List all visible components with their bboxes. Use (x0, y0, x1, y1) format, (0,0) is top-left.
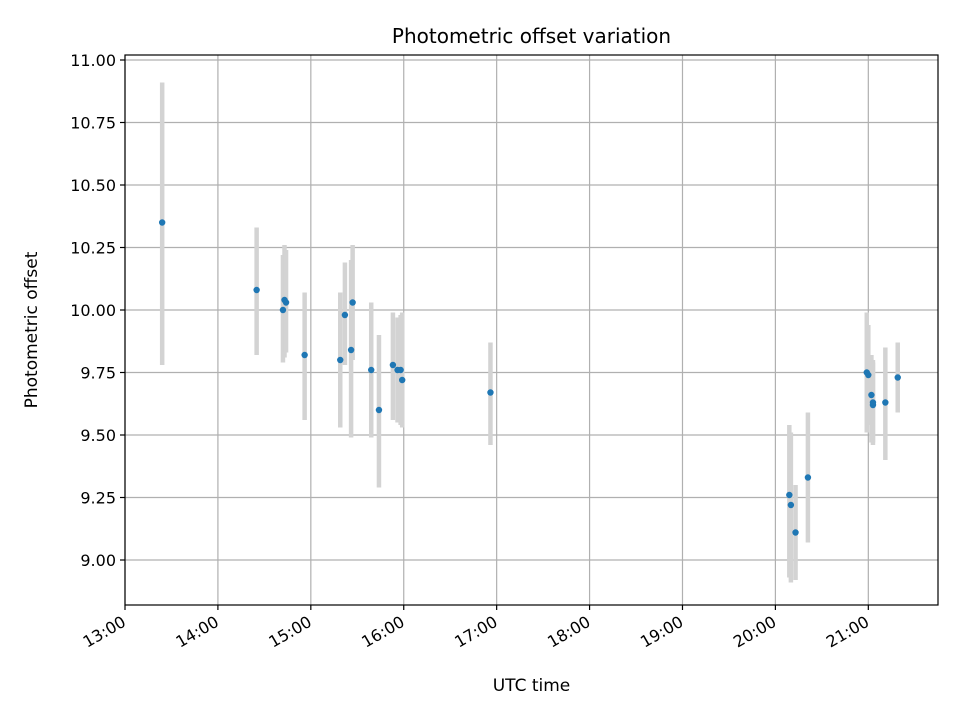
data-point (882, 399, 889, 406)
data-point (869, 399, 877, 406)
plot-area (125, 55, 938, 605)
data-point (787, 501, 795, 509)
data-point (349, 299, 356, 306)
y-tick-label: 10.00 (70, 301, 116, 320)
chart-title: Photometric offset variation (392, 24, 671, 48)
data-point (375, 406, 383, 414)
data-point (865, 371, 872, 379)
data-point (158, 219, 166, 226)
data-point (786, 491, 793, 499)
data-point (389, 361, 397, 369)
data-point (868, 391, 875, 399)
grid-lines (124, 55, 938, 605)
data-point (301, 351, 308, 359)
y-tick-label: 10.25 (70, 239, 116, 258)
y-axis-label: Photometric offset (22, 251, 42, 408)
y-tick-label: 11.00 (70, 51, 116, 70)
data-point (368, 366, 375, 374)
data-point (341, 311, 349, 319)
data-point (804, 474, 812, 481)
data-point (792, 529, 799, 536)
y-tick-label: 9.50 (80, 426, 116, 445)
data-point (397, 366, 404, 374)
data-point (279, 306, 287, 314)
x-axis-label: UTC time (493, 676, 571, 696)
y-tick-label: 10.50 (70, 176, 116, 195)
data-points (158, 219, 901, 536)
data-point (337, 356, 344, 364)
y-tick-label: 10.75 (70, 114, 116, 133)
plot-frame (124, 54, 939, 606)
data-point (894, 374, 901, 381)
data-point (347, 346, 355, 354)
y-tick-label: 9.00 (80, 551, 116, 570)
data-point (487, 389, 494, 396)
data-point (253, 286, 260, 294)
y-tick-label: 9.75 (80, 364, 116, 383)
y-tick-label: 9.25 (80, 489, 116, 508)
data-point (282, 299, 290, 306)
data-point (398, 376, 406, 384)
